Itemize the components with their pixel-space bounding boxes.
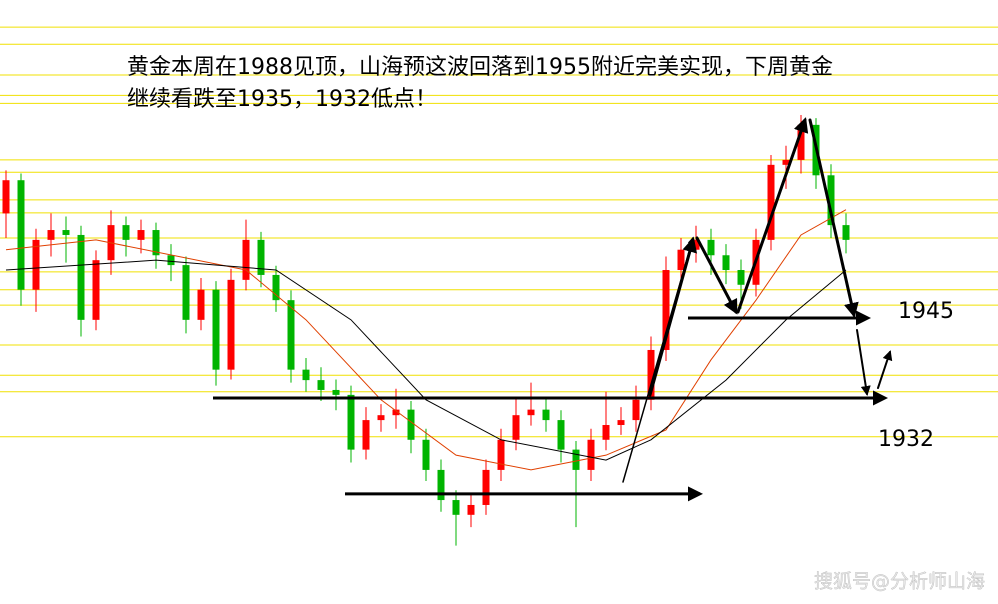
candle-body	[347, 394, 355, 450]
title-line: 黄金本周在1988见顶，山海预这波回落到1955附近完美实现，下周黄金	[127, 55, 833, 80]
candle-body	[362, 420, 370, 450]
candle-body	[542, 409, 550, 421]
candle-body	[287, 300, 295, 370]
target-label: 1945	[898, 299, 954, 324]
candle-body	[32, 239, 40, 290]
trend-arrow	[736, 117, 809, 314]
candle-body	[257, 239, 265, 275]
candle-body	[797, 124, 805, 160]
candle-body	[77, 234, 85, 320]
candle-body	[332, 389, 340, 395]
candle-body	[557, 420, 565, 450]
candle-body	[92, 260, 100, 320]
candle-body	[242, 239, 250, 280]
target-label: 1932	[878, 427, 934, 452]
candle-body	[152, 230, 160, 256]
candle-body	[47, 230, 55, 240]
candle-body	[827, 175, 835, 226]
candle-body	[212, 289, 220, 370]
candle-body	[377, 415, 385, 421]
candle-body	[17, 180, 25, 290]
candle-body	[422, 439, 430, 470]
candle-body	[707, 239, 715, 256]
candle-body	[167, 255, 175, 266]
moving-average	[5, 209, 847, 471]
candle-body	[467, 504, 475, 515]
candle-body	[227, 279, 235, 370]
candle-body	[392, 409, 400, 416]
candle-body	[302, 369, 310, 381]
candle-body	[452, 500, 460, 515]
candle-body	[482, 469, 490, 505]
candle-body	[62, 230, 70, 235]
candle-body	[782, 159, 790, 165]
trend-arrow	[808, 118, 859, 318]
candle-body	[662, 270, 670, 350]
candle-body	[512, 415, 520, 440]
candle-body	[602, 425, 610, 440]
candle-body	[2, 180, 10, 214]
candle-body	[407, 409, 415, 440]
candle-body	[767, 164, 775, 240]
trend-arrow	[877, 350, 893, 389]
candle-body	[497, 439, 505, 470]
trend-arrow	[856, 329, 871, 396]
candle-body	[527, 409, 535, 416]
candle-body	[842, 225, 850, 240]
candle-body	[722, 255, 730, 271]
candle-body	[317, 380, 325, 390]
watermark: 搜狐号@分析师山海	[814, 571, 985, 593]
trend-arrows	[622, 117, 893, 483]
title-line: 继续看跌至1935，1932低点！	[127, 87, 437, 112]
candle-body	[572, 449, 580, 470]
trend-arrow	[648, 237, 698, 397]
candle-body	[182, 265, 190, 320]
candle-body	[272, 274, 280, 301]
candle-body	[137, 230, 145, 240]
candle-body	[647, 349, 655, 400]
moving-average	[5, 259, 847, 461]
candle-body	[587, 439, 595, 470]
trend-arrow	[695, 236, 738, 315]
candle-body	[737, 270, 745, 285]
candle-body	[437, 469, 445, 501]
candle-body	[197, 289, 205, 320]
candle-body	[617, 420, 625, 426]
candle-body	[677, 249, 685, 271]
candle-body	[122, 225, 130, 240]
candle-body	[632, 399, 640, 421]
